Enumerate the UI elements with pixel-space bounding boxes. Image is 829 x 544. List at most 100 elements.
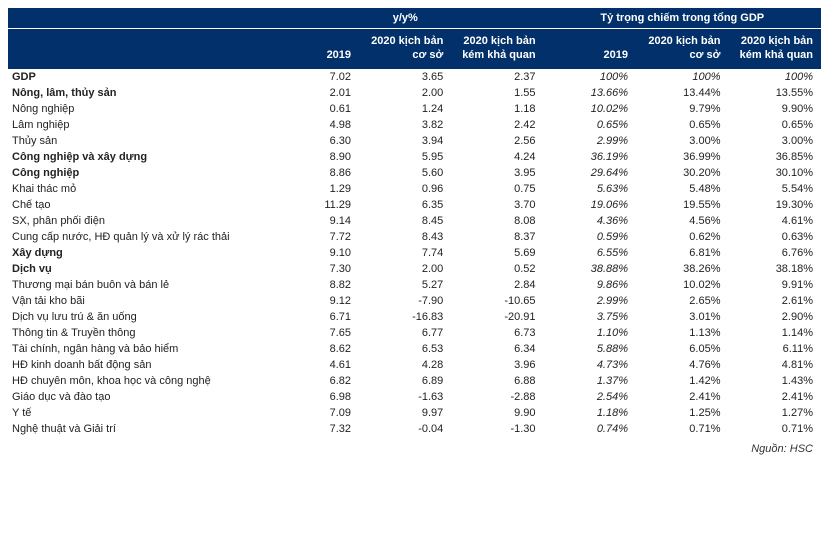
cell-share: 3.00% [728,133,821,149]
cell-yoy: 2.37 [451,69,543,85]
cell-yoy: 3.82 [359,117,451,133]
header-group-yoy: y/y% [267,8,544,29]
cell-share: 5.63% [544,181,636,197]
table-row: Thủy sản6.303.942.562.99%3.00%3.00% [8,133,821,149]
cell-yoy: -10.65 [451,293,543,309]
cell-yoy: 6.82 [267,373,359,389]
cell-share: 9.90% [728,101,821,117]
row-label: Lâm nghiệp [8,117,267,133]
cell-yoy: 7.65 [267,325,359,341]
source-note: Nguồn: HSC [8,437,821,455]
cell-yoy: 7.30 [267,261,359,277]
cell-yoy: 6.30 [267,133,359,149]
table-row: Y tế7.099.979.901.18%1.25%1.27% [8,405,821,421]
cell-yoy: 4.61 [267,357,359,373]
cell-share: 2.54% [544,389,636,405]
cell-share: 6.55% [544,245,636,261]
cell-share: 13.44% [636,85,728,101]
cell-yoy: 7.72 [267,229,359,245]
cell-yoy: 6.71 [267,309,359,325]
cell-share: 1.25% [636,405,728,421]
gdp-table: y/y% Tỷ trọng chiếm trong tổng GDP 2019 … [8,8,821,437]
table-row: Xây dựng9.107.745.696.55%6.81%6.76% [8,245,821,261]
cell-yoy: 3.65 [359,69,451,85]
header-group-share: Tỷ trọng chiếm trong tổng GDP [544,8,821,29]
cell-share: 9.86% [544,277,636,293]
header-col: 2020 kịch bản cơ sở [359,29,451,69]
table-row: Chế tạo11.296.353.7019.06%19.55%19.30% [8,197,821,213]
cell-share: 30.10% [728,165,821,181]
row-label: Giáo dục và đào tạo [8,389,267,405]
cell-share: 100% [544,69,636,85]
row-label: Xây dựng [8,245,267,261]
table-row: Nông nghiệp0.611.241.1810.02%9.79%9.90% [8,101,821,117]
table-row: Dịch vụ7.302.000.5238.88%38.26%38.18% [8,261,821,277]
cell-yoy: 9.12 [267,293,359,309]
row-label: Khai thác mỏ [8,181,267,197]
row-label: GDP [8,69,267,85]
cell-share: 2.41% [728,389,821,405]
cell-share: 13.55% [728,85,821,101]
cell-share: 0.65% [636,117,728,133]
header-col: 2019 [267,29,359,69]
table-row: Dịch vụ lưu trú & ăn uống6.71-16.83-20.9… [8,309,821,325]
cell-share: 6.76% [728,245,821,261]
cell-share: 4.81% [728,357,821,373]
cell-yoy: 5.60 [359,165,451,181]
cell-yoy: 3.96 [451,357,543,373]
cell-yoy: 5.69 [451,245,543,261]
cell-yoy: 1.29 [267,181,359,197]
table-row: HĐ chuyên môn, khoa học và công nghệ6.82… [8,373,821,389]
cell-share: 0.71% [728,421,821,437]
cell-share: 2.61% [728,293,821,309]
cell-yoy: 6.77 [359,325,451,341]
row-label: Vận tải kho bãi [8,293,267,309]
cell-share: 1.27% [728,405,821,421]
cell-share: 0.59% [544,229,636,245]
cell-yoy: -7.90 [359,293,451,309]
cell-yoy: 7.32 [267,421,359,437]
row-label: Y tế [8,405,267,421]
cell-yoy: 8.62 [267,341,359,357]
cell-share: 0.62% [636,229,728,245]
cell-yoy: 2.00 [359,85,451,101]
row-label: Nông nghiệp [8,101,267,117]
cell-yoy: 5.27 [359,277,451,293]
cell-share: 10.02% [544,101,636,117]
cell-yoy: 2.42 [451,117,543,133]
cell-yoy: 9.97 [359,405,451,421]
cell-yoy: 8.86 [267,165,359,181]
row-label: Nông, lâm, thủy sản [8,85,267,101]
cell-share: 19.30% [728,197,821,213]
cell-yoy: 9.90 [451,405,543,421]
cell-share: 38.18% [728,261,821,277]
cell-share: 36.85% [728,149,821,165]
row-label: HĐ chuyên môn, khoa học và công nghệ [8,373,267,389]
cell-share: 4.61% [728,213,821,229]
cell-share: 1.18% [544,405,636,421]
table-row: Giáo dục và đào tạo6.98-1.63-2.882.54%2.… [8,389,821,405]
header-blank [8,8,267,29]
cell-share: 29.64% [544,165,636,181]
cell-yoy: 0.75 [451,181,543,197]
row-label: Nghệ thuật và Giải trí [8,421,267,437]
cell-share: 2.65% [636,293,728,309]
cell-share: 1.43% [728,373,821,389]
row-label: Thương mại bán buôn và bán lẻ [8,277,267,293]
table-body: GDP7.023.652.37100%100%100%Nông, lâm, th… [8,69,821,437]
cell-yoy: -1.63 [359,389,451,405]
table-row: Công nghiệp8.865.603.9529.64%30.20%30.10… [8,165,821,181]
table-row: HĐ kinh doanh bất động sản4.614.283.964.… [8,357,821,373]
cell-yoy: -16.83 [359,309,451,325]
cell-yoy: 0.61 [267,101,359,117]
cell-yoy: 0.96 [359,181,451,197]
cell-share: 19.06% [544,197,636,213]
cell-yoy: 4.24 [451,149,543,165]
row-label: Thông tin & Truyền thông [8,325,267,341]
cell-yoy: 9.10 [267,245,359,261]
header-columns-row: 2019 2020 kịch bản cơ sở 2020 kịch bản k… [8,29,821,69]
cell-yoy: 6.53 [359,341,451,357]
cell-yoy: 2.00 [359,261,451,277]
row-label: Công nghiệp và xây dựng [8,149,267,165]
cell-share: 0.71% [636,421,728,437]
